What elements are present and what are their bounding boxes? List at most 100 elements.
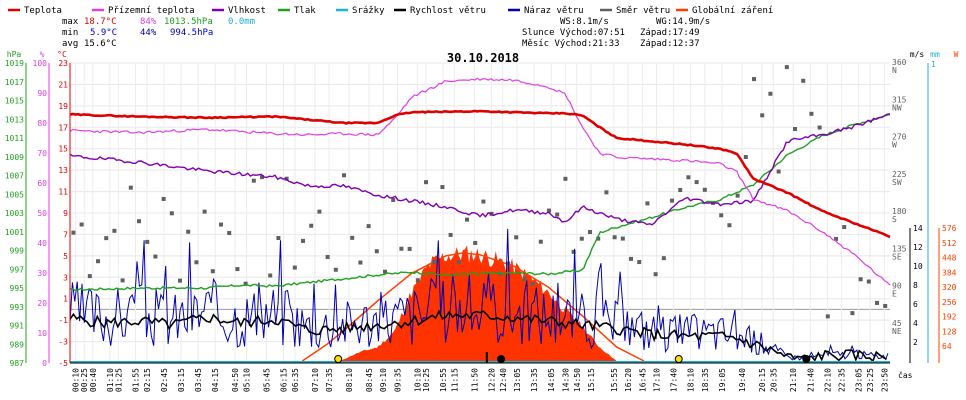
x-axis-label: čas — [898, 370, 913, 380]
w-tick-label: 256 — [942, 298, 957, 307]
temp-axis-title: °C — [57, 50, 67, 59]
wind-direction-point — [809, 111, 814, 116]
x-tick-label: 10:55 — [439, 368, 448, 392]
temp-tick-label: 11 — [58, 188, 68, 197]
wind-direction-point — [366, 224, 371, 229]
wind-direction-point — [202, 209, 207, 214]
wind-direction-point — [292, 265, 297, 270]
dir-compass-label: NE — [892, 327, 902, 336]
moon-marker — [497, 355, 506, 363]
x-tick-label: 13:05 — [513, 368, 522, 392]
pct-tick-label: 60 — [37, 179, 47, 188]
temp-tick-label: -3 — [58, 338, 68, 347]
wind-direction-point — [243, 281, 248, 286]
dir-compass-label: S — [892, 215, 897, 224]
hpa-tick-label: 1017 — [5, 78, 24, 87]
wind-direction-point — [137, 219, 142, 224]
wind-direction-point — [227, 231, 232, 236]
pct-tick-label: 40 — [37, 239, 47, 248]
hpa-tick-label: 993 — [10, 303, 25, 312]
ground-temperature-line — [69, 77, 891, 286]
sun-marker — [334, 355, 343, 363]
legend-label: Náraz větru — [524, 6, 584, 16]
x-tick-label: 16:45 — [638, 368, 647, 392]
wind-direction-point — [104, 236, 109, 241]
wind-direction-point — [637, 260, 642, 265]
x-tick-label: 06:15 — [280, 368, 289, 392]
x-tick-label: 18:10 — [687, 368, 696, 392]
hpa-tick-label: 995 — [10, 284, 25, 293]
info-moon-rise: Měsíc Východ:21:33 — [522, 39, 620, 49]
dir-tick-label: 270 — [892, 133, 907, 142]
hpa-tick-label: 997 — [10, 265, 25, 274]
wind-direction-point — [801, 78, 806, 83]
wind-direction-point — [571, 249, 576, 254]
wind-direction-point — [596, 236, 601, 241]
wind-direction-point — [588, 230, 593, 235]
dir-tick-label: 315 — [892, 95, 907, 104]
wind-direction-point — [112, 228, 117, 233]
x-tick-label: 20:15 — [758, 368, 767, 392]
hpa-tick-label: 1005 — [5, 190, 24, 199]
wind-direction-point — [538, 239, 543, 244]
wind-direction-point — [374, 249, 379, 254]
wind-direction-point — [563, 176, 568, 181]
hpa-tick-label: 1013 — [5, 115, 24, 124]
pct-axis-title: % — [40, 50, 45, 59]
w-tick-label: 128 — [942, 327, 957, 336]
noon-marker — [485, 352, 488, 363]
pct-tick-label: 10 — [37, 329, 47, 338]
x-tick-label: 11:15 — [450, 368, 459, 392]
wind-direction-point — [653, 272, 658, 277]
x-tick-label: 05:45 — [262, 368, 271, 392]
x-tick-label: 01:25 — [114, 368, 123, 392]
wind-direction-point — [407, 246, 412, 251]
dir-tick-label: 90 — [892, 282, 902, 291]
pct-tick-label: 70 — [37, 149, 47, 158]
temp-tick-label: 19 — [58, 102, 68, 111]
pct-tick-label: 20 — [37, 299, 47, 308]
series-lines — [69, 77, 891, 363]
x-tick-label: 16:20 — [624, 368, 633, 392]
stat-min-label: min — [62, 28, 78, 38]
x-tick-label: 23:50 — [880, 368, 889, 392]
x-tick-label: 01:55 — [131, 368, 140, 392]
wind-direction-point — [645, 201, 650, 206]
hpa-tick-label: 1009 — [5, 153, 24, 162]
legend-label: Směr větru — [616, 6, 670, 16]
w-axis-title: W — [954, 50, 959, 59]
wind-direction-point — [194, 260, 199, 265]
hpa-tick-label: 1001 — [5, 228, 24, 237]
hpa-axis-title: hPa — [7, 50, 22, 59]
x-tick-label: 20:35 — [769, 368, 778, 392]
wind-direction-point — [358, 260, 363, 265]
info-wg: WG:14.9m/s — [656, 17, 710, 27]
wind-direction-point — [169, 211, 174, 216]
pressure-line — [69, 114, 891, 292]
wind-direction-point — [858, 277, 863, 282]
info-block: WS:8.1m/s WG:14.9m/s Slunce Východ:07:51… — [522, 17, 710, 49]
legend-label: Globální záření — [692, 6, 773, 16]
ms-axis-title: m/s — [910, 50, 925, 59]
wind-direction-point — [333, 267, 338, 272]
wind-direction-point — [342, 173, 347, 178]
stat-avg-temp: 15.6°C — [84, 39, 117, 49]
x-tick-label: 22:10 — [823, 368, 832, 392]
x-tick-label: 03:45 — [194, 368, 203, 392]
pct-tick-label: 30 — [37, 269, 47, 278]
pct-tick-label: 100 — [33, 59, 48, 68]
wind-direction-point — [440, 185, 445, 190]
info-sun-set: Západ:17:49 — [640, 28, 700, 38]
x-tick-label: 05:10 — [243, 368, 252, 392]
wind-speed-line — [69, 309, 887, 363]
wind-direction-point — [473, 240, 478, 245]
stat-min-hum: 44% — [140, 28, 157, 38]
wind-direction-point — [301, 238, 306, 243]
temp-tick-label: 1 — [63, 295, 68, 304]
mm-axis-title: mm — [930, 50, 940, 59]
x-tick-label: 07:10 — [311, 368, 320, 392]
wind-direction-point — [620, 236, 625, 241]
wind-direction-point — [612, 235, 617, 240]
wind-direction-point — [161, 196, 166, 201]
x-tick-label: 14:30 — [561, 368, 570, 392]
